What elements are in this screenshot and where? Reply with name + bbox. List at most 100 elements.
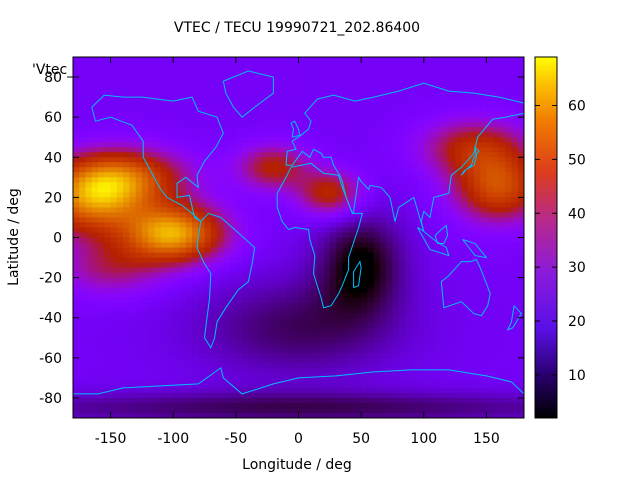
heatmap-cell	[498, 207, 506, 213]
heatmap-cell	[267, 337, 274, 344]
heatmap-cell	[473, 272, 481, 279]
heatmap-cell	[260, 182, 268, 188]
heatmap-cell	[204, 302, 212, 309]
heatmap-cell	[198, 322, 205, 329]
heatmap-cell	[235, 132, 243, 138]
heatmap-cell	[386, 202, 393, 208]
heatmap-cell	[110, 302, 118, 309]
heatmap-cell	[329, 312, 337, 319]
heatmap-cell	[248, 217, 256, 223]
heatmap-cell	[304, 317, 312, 324]
heatmap-cell	[160, 262, 168, 268]
heatmap-cell	[148, 252, 155, 258]
heatmap-cell	[235, 272, 243, 279]
heatmap-cell	[417, 382, 425, 389]
heatmap-cell	[448, 117, 456, 123]
heatmap-cell	[235, 352, 243, 359]
heatmap-cell	[486, 357, 494, 364]
heatmap-cell	[480, 257, 487, 263]
heatmap-cell	[292, 332, 299, 339]
heatmap-cell	[492, 307, 500, 314]
heatmap-cell	[273, 212, 281, 218]
heatmap-cell	[448, 132, 456, 138]
heatmap-cell	[135, 392, 143, 399]
heatmap-cell	[323, 212, 331, 218]
heatmap-cell	[492, 377, 500, 384]
heatmap-cell	[98, 87, 105, 93]
heatmap-cell	[473, 382, 481, 389]
heatmap-cell	[411, 302, 418, 309]
heatmap-cell	[417, 122, 425, 128]
heatmap-cell	[73, 222, 80, 228]
heatmap-cell	[198, 202, 205, 208]
heatmap-cell	[166, 97, 174, 103]
heatmap-cell	[204, 82, 212, 88]
heatmap-cell	[85, 82, 93, 88]
heatmap-cell	[242, 267, 249, 273]
heatmap-cell	[235, 382, 243, 389]
heatmap-cell	[235, 207, 243, 213]
heatmap-cell	[173, 392, 180, 399]
heatmap-cell	[498, 57, 506, 63]
heatmap-cell	[185, 247, 193, 253]
heatmap-cell	[354, 292, 362, 299]
heatmap-cell	[498, 192, 506, 198]
heatmap-cell	[217, 282, 224, 289]
heatmap-cell	[467, 132, 475, 138]
heatmap-cell	[404, 322, 412, 329]
heatmap-cell	[361, 332, 368, 339]
heatmap-cell	[486, 202, 494, 208]
heatmap-cell	[473, 87, 481, 93]
heatmap-cell	[311, 307, 318, 314]
heatmap-cell	[273, 252, 281, 258]
heatmap-cell	[480, 167, 487, 173]
heatmap-cell	[160, 152, 168, 158]
heatmap-cell	[217, 112, 224, 118]
heatmap-cell	[511, 292, 519, 299]
heatmap-cell	[430, 367, 437, 374]
heatmap-cell	[223, 192, 230, 198]
heatmap-cell	[279, 97, 287, 103]
heatmap-cell	[323, 327, 331, 334]
heatmap-cell	[73, 297, 80, 304]
heatmap-cell	[342, 137, 350, 143]
heatmap-cell	[129, 137, 137, 143]
heatmap-cell	[192, 317, 199, 324]
heatmap-cell	[336, 127, 343, 133]
heatmap-cell	[73, 117, 80, 123]
heatmap-cell	[311, 347, 318, 354]
heatmap-cell	[260, 322, 268, 329]
heatmap-cell	[336, 192, 343, 198]
heatmap-cell	[179, 162, 187, 168]
heatmap-cell	[110, 212, 118, 218]
heatmap-cell	[498, 172, 506, 178]
heatmap-cell	[361, 392, 368, 399]
heatmap-cell	[242, 277, 249, 284]
heatmap-cell	[392, 277, 400, 284]
heatmap-cell	[79, 252, 86, 258]
heatmap-cell	[260, 282, 268, 289]
heatmap-cell	[129, 312, 137, 319]
heatmap-cell	[329, 137, 337, 143]
heatmap-cell	[505, 212, 512, 218]
heatmap-cell	[192, 337, 199, 344]
heatmap-cell	[267, 302, 274, 309]
heatmap-cell	[461, 362, 469, 369]
heatmap-cell	[373, 392, 381, 399]
heatmap-cell	[342, 357, 350, 364]
heatmap-cell	[285, 302, 293, 309]
heatmap-cell	[498, 252, 506, 258]
heatmap-cell	[423, 262, 431, 268]
heatmap-cell	[273, 307, 281, 314]
heatmap-cell	[329, 197, 337, 203]
heatmap-cell	[486, 247, 494, 253]
heatmap-cell	[436, 117, 443, 123]
heatmap-cell	[116, 62, 124, 68]
heatmap-cell	[229, 332, 237, 339]
heatmap-cell	[110, 372, 118, 379]
heatmap-cell	[317, 132, 324, 138]
heatmap-cell	[517, 367, 525, 374]
heatmap-cell	[123, 312, 130, 319]
heatmap-cell	[373, 272, 381, 279]
heatmap-cell	[79, 182, 86, 188]
